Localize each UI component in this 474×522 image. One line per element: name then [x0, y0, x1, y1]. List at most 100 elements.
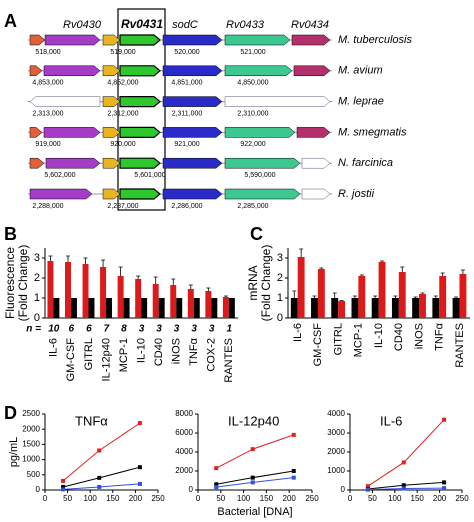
n-value: 1: [226, 324, 232, 335]
bar: [358, 276, 366, 318]
y-tick-label: 6000: [175, 428, 193, 437]
gene-arrow: [301, 188, 331, 200]
coordinate: 2,312,000: [107, 110, 138, 117]
marker: [401, 486, 406, 491]
bar: [158, 298, 165, 318]
x-tick-label: RANTES: [454, 323, 466, 368]
coordinate: 920,000: [110, 141, 135, 148]
x-tick-label: 50: [216, 494, 225, 503]
x-tick-label: 150: [411, 494, 425, 503]
x-axis-label: Bacterial [DNA]: [217, 506, 292, 518]
coordinate: 2,311,000: [172, 110, 203, 117]
x-tick-label: MCP-1: [353, 323, 365, 357]
error-bar: [373, 295, 378, 298]
error-bar: [299, 248, 304, 257]
x-tick-label: 50: [368, 494, 377, 503]
x-tick-label: TNFα: [188, 337, 200, 365]
gene-label: Rv0431: [121, 17, 163, 31]
coordinate: 2,310,000: [237, 110, 268, 117]
y-tick-label: 4000: [327, 409, 345, 418]
coordinate: 4,853,000: [32, 80, 63, 87]
x-tick-label: IL-12p40: [100, 338, 112, 381]
gene-arrow: [29, 157, 45, 169]
coordinate: 519,000: [110, 49, 135, 56]
y-tick-label: 1000: [22, 455, 40, 464]
y-tick-label: 2000: [327, 447, 345, 456]
coordinate: 919,000: [35, 141, 60, 148]
x-tick-label: 50: [63, 494, 72, 503]
line: [62, 466, 141, 488]
error-bar: [48, 255, 53, 261]
x-tick-label: GITRL: [83, 338, 95, 370]
y-tick-label: 2: [34, 272, 40, 284]
y-tick-label: 2: [277, 272, 283, 284]
y-tick-label: 8000: [175, 409, 193, 418]
line: [216, 434, 294, 469]
bar: [205, 291, 212, 318]
gene-arrow: [119, 95, 161, 108]
x-tick-label: 100: [84, 494, 98, 503]
marker: [401, 483, 406, 488]
gene-label: sodC: [172, 19, 198, 31]
gene-arrow: [162, 157, 223, 169]
marker: [137, 481, 142, 486]
x-tick-label: GITRL: [332, 323, 344, 355]
error-bar: [413, 296, 418, 298]
x-tick-label: 200: [283, 494, 297, 503]
error-bar: [292, 290, 297, 298]
gene-arrow: [162, 34, 223, 46]
bar: [170, 285, 177, 318]
bar: [338, 301, 346, 318]
y-axis-label: mRNA: [246, 265, 260, 300]
gene-arrow: [29, 188, 93, 200]
error-bar: [83, 257, 88, 264]
y-tick-label: 3: [277, 252, 283, 264]
gene-arrow: [119, 157, 161, 169]
error-bar: [440, 272, 445, 276]
gene-arrow: [29, 65, 43, 77]
organism-label: M. smegmatis: [338, 126, 407, 138]
coordinate: 520,000: [174, 49, 199, 56]
y-axis-label: pg/mL: [8, 437, 20, 468]
panel-label: A: [4, 11, 17, 31]
bar: [311, 298, 318, 318]
y-tick-label: 500: [27, 470, 41, 479]
x-tick-label: IL-6: [48, 338, 60, 357]
error-bar: [359, 274, 364, 276]
gene-arrow: [29, 127, 43, 138]
line: [63, 483, 140, 490]
marker: [442, 417, 447, 422]
line: [367, 419, 445, 487]
x-tick-label: COX-2: [206, 338, 218, 372]
organism-label: N. farcinica: [338, 157, 393, 169]
x-tick-label: 0: [43, 494, 48, 503]
marker: [61, 484, 66, 489]
x-tick-label: 250: [305, 494, 319, 503]
gene-arrow: [293, 65, 331, 77]
x-tick-label: 150: [260, 494, 274, 503]
coordinate: 5,601,000: [134, 172, 165, 179]
marker: [214, 466, 219, 471]
bar: [53, 298, 60, 318]
gene-arrow: [301, 157, 331, 169]
x-tick-label: GM-CSF: [312, 323, 324, 367]
coordinate: 2,288,000: [32, 203, 63, 210]
bar: [100, 267, 107, 318]
gene-arrow: [162, 127, 223, 138]
n-value: 7: [104, 324, 110, 335]
n-value: 8: [121, 324, 127, 335]
x-tick-label: CD40: [153, 338, 165, 366]
bar: [187, 289, 194, 318]
x-tick-label: iNOS: [170, 338, 182, 364]
y-tick-label: 1500: [22, 440, 40, 449]
marker: [214, 482, 219, 487]
gene-arrow: [102, 157, 121, 169]
bar: [135, 279, 142, 318]
error-bar: [420, 292, 425, 294]
x-tick-label: RANTES: [223, 338, 235, 383]
error-bar: [223, 295, 228, 297]
x-tick-label: CD40: [393, 323, 405, 351]
y-tick-label: 0: [34, 312, 40, 324]
error-bar: [101, 259, 106, 267]
gene-label: Rv0434: [291, 19, 329, 31]
